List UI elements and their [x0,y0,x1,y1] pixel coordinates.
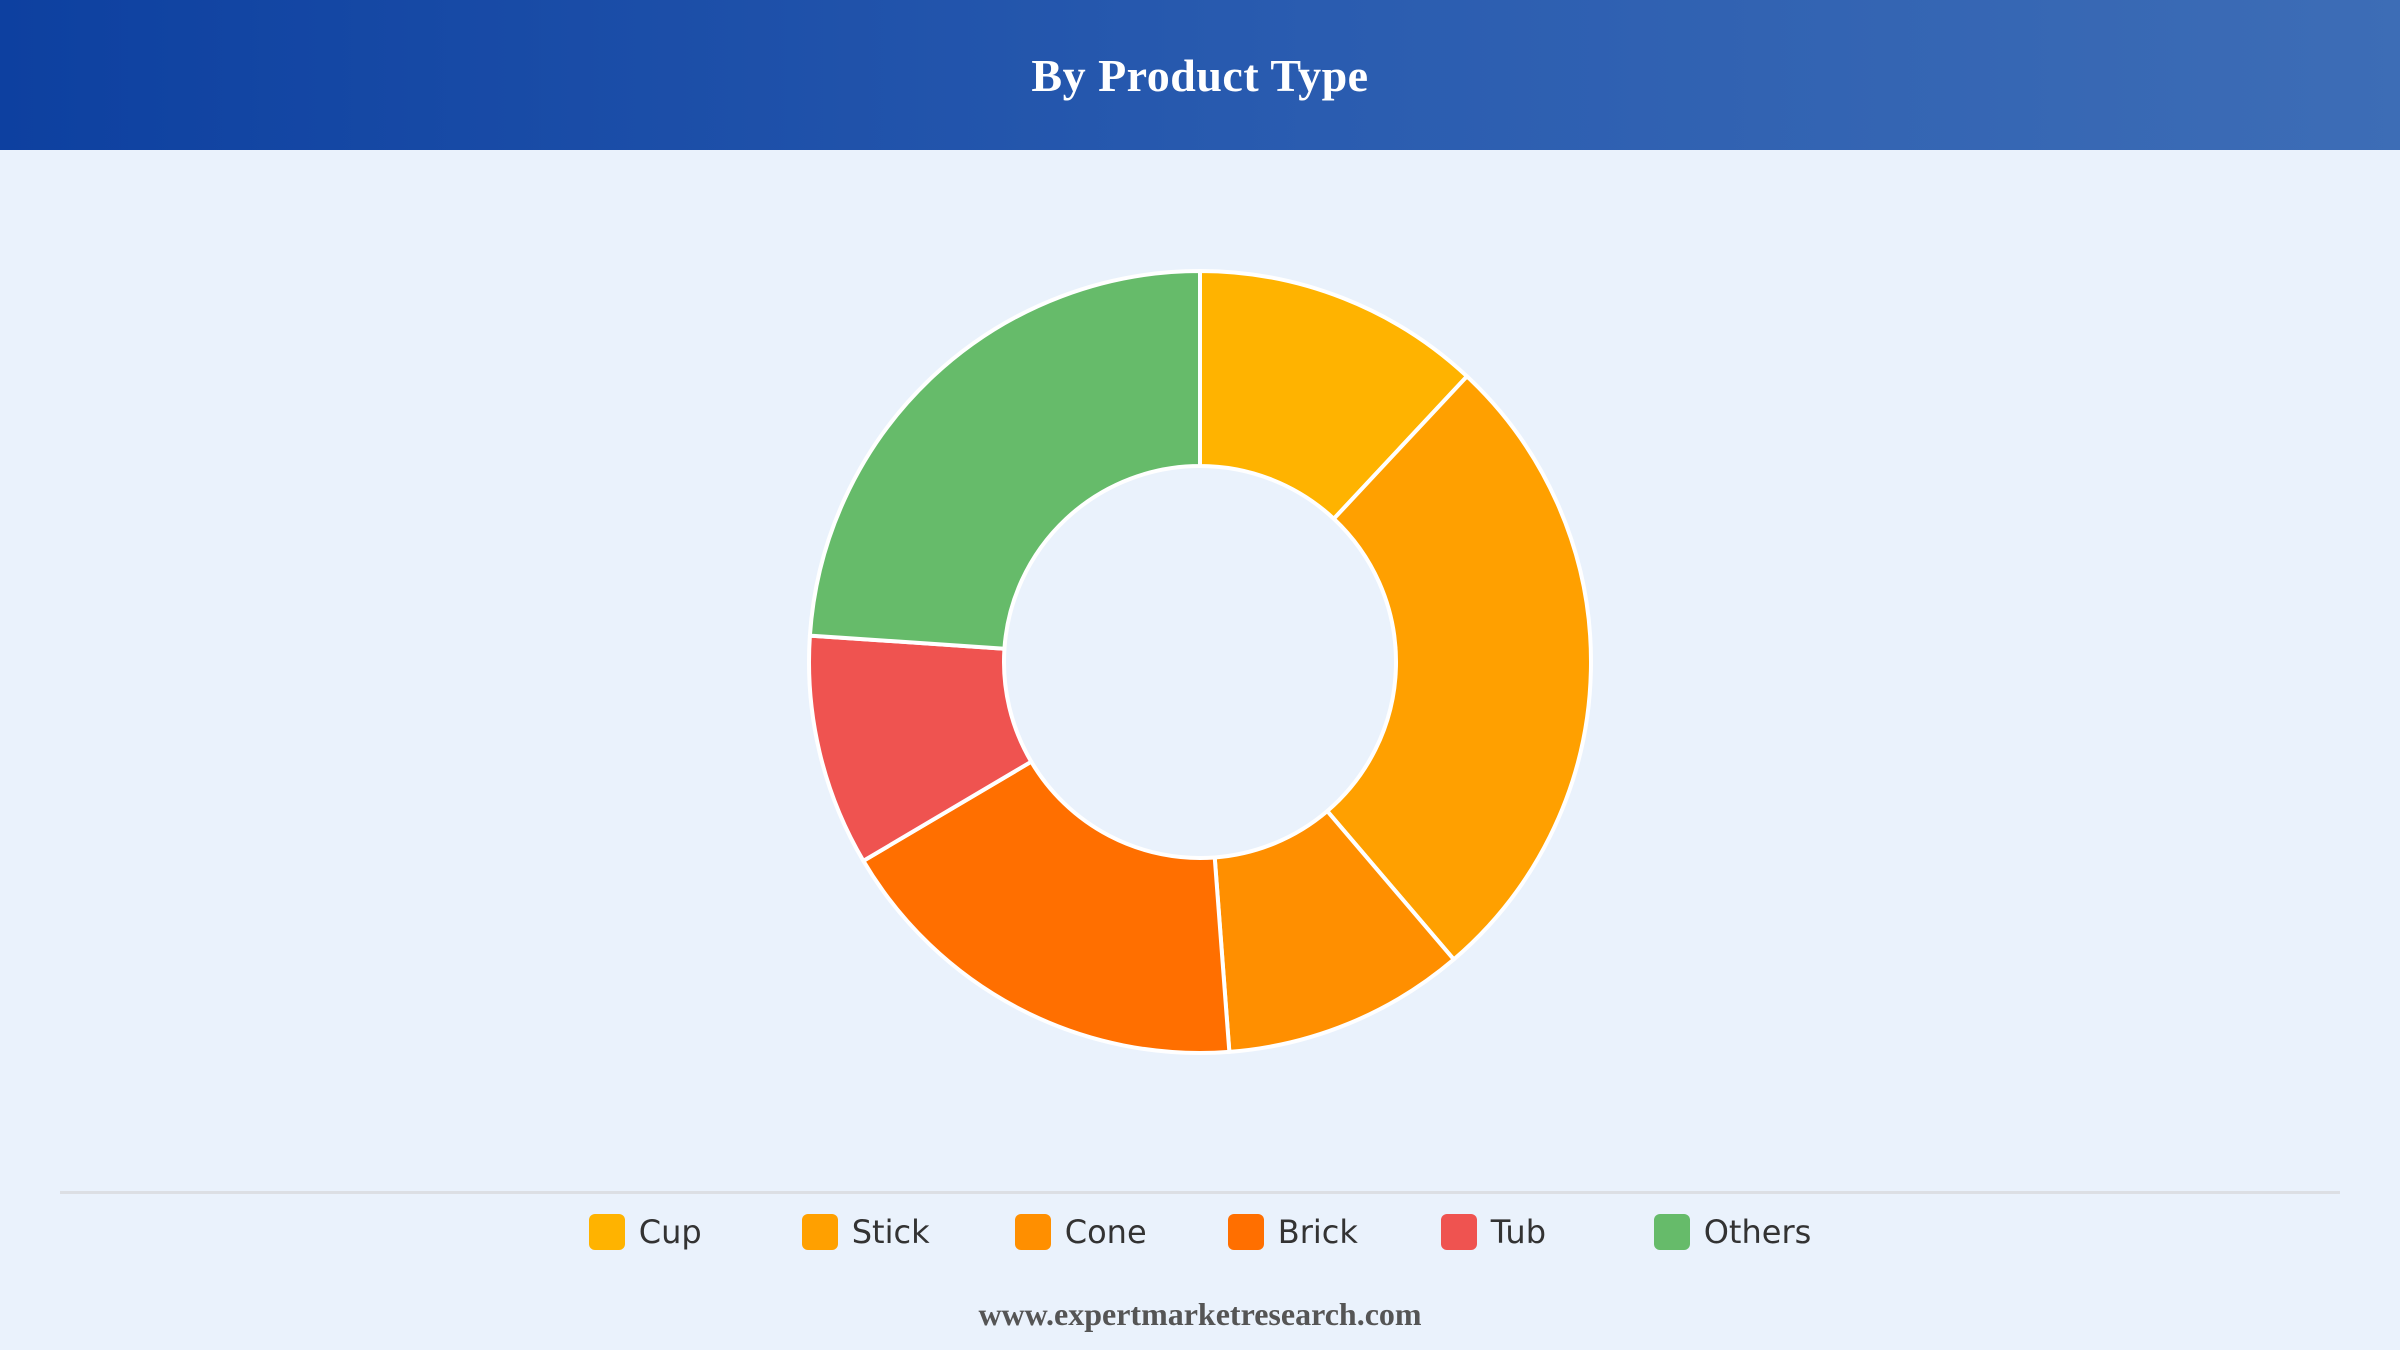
legend-label: Others [1703,1213,1812,1251]
legend-item-brick: Brick [1227,1213,1441,1251]
legend-item-stick: Stick [801,1213,1015,1251]
legend-label: Cone [1064,1213,1147,1251]
source-footer: www.expertmarketresearch.com [978,1296,1422,1332]
legend-item-tub: Tub [1440,1213,1654,1251]
chart-title: By Product Type [1031,49,1369,101]
donut-chart [0,150,2400,1190]
slice-cup [1198,269,1469,521]
legend-swatch [1440,1214,1477,1250]
legend-label: Brick [1277,1213,1358,1251]
legend-swatch [1227,1214,1264,1250]
slice-brick [861,759,1232,1055]
chart-legend: Cup Stick Cone Brick Tub Others [0,1206,2400,1258]
donut-chart-svg [807,269,1593,1055]
legend-swatch [1014,1214,1051,1250]
legend-label: Cup [638,1213,702,1251]
legend-item-others: Others [1653,1213,1812,1251]
slice-others [807,269,1202,651]
legend-item-cone: Cone [1014,1213,1228,1251]
legend-label: Stick [851,1213,930,1251]
legend-divider [60,1191,2340,1194]
legend-label: Tub [1490,1213,1547,1251]
legend-swatch [801,1214,838,1250]
legend-item-cup: Cup [588,1213,802,1251]
legend-swatch [588,1214,625,1250]
legend-swatch [1653,1214,1690,1250]
header-bar: By Product Type [0,0,2400,150]
slice-stick [1325,374,1593,962]
